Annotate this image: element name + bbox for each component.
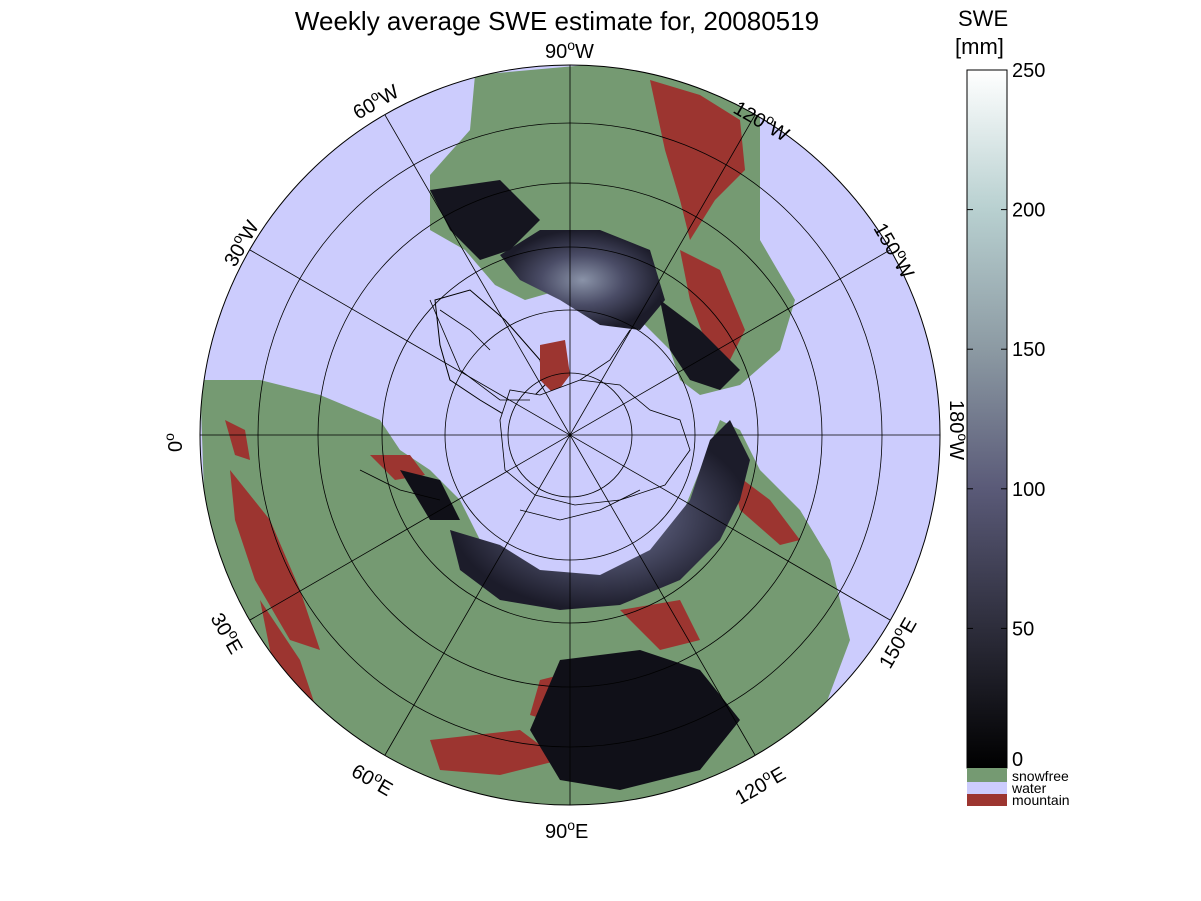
legend-label-mountain: mountain bbox=[1012, 792, 1070, 808]
lon-label-180w: 180oW bbox=[945, 400, 971, 460]
lon-label-0: 0o bbox=[161, 433, 187, 452]
colorbar-title-line2: [mm] bbox=[955, 34, 1004, 59]
legend-label-water: water bbox=[1011, 780, 1047, 796]
lon-label-60e: 60oE bbox=[348, 757, 399, 801]
colorbar-ticks: 0 50 100 150 200 250 bbox=[967, 60, 1045, 771]
legend-label-snowfree: snowfree bbox=[1012, 768, 1069, 784]
lon-label-30e: 30oE bbox=[206, 608, 250, 659]
colorbar-tick-label: 100 bbox=[1012, 479, 1045, 501]
colorbar-tick-label: 150 bbox=[1012, 339, 1045, 361]
map-boundary bbox=[199, 64, 941, 806]
legend-swatch-water bbox=[967, 782, 1007, 794]
colorbar-gradient bbox=[966, 69, 1008, 769]
colorbar-tick-label: 200 bbox=[1012, 200, 1045, 222]
lon-label-120e: 120oE bbox=[730, 760, 790, 810]
lon-label-90w: 90oW bbox=[545, 37, 594, 63]
lon-label-90e: 90oE bbox=[545, 817, 588, 843]
colorbar-tick-label: 0 bbox=[1012, 749, 1023, 771]
snow-cover-eurasia bbox=[400, 420, 750, 790]
legend-swatch-snowfree bbox=[967, 768, 1007, 782]
graticule bbox=[200, 65, 940, 805]
legend-swatch-mountain bbox=[967, 794, 1007, 806]
map-title: Weekly average SWE estimate for, 2008051… bbox=[295, 6, 819, 36]
colorbar-title-line1: SWE bbox=[958, 6, 1008, 31]
coastlines bbox=[359, 299, 641, 521]
meridian bbox=[249, 249, 891, 621]
colorbar-tick-label: 50 bbox=[1012, 618, 1034, 640]
polar-map bbox=[199, 64, 941, 806]
colorbar-tick-label: 250 bbox=[1012, 60, 1045, 82]
